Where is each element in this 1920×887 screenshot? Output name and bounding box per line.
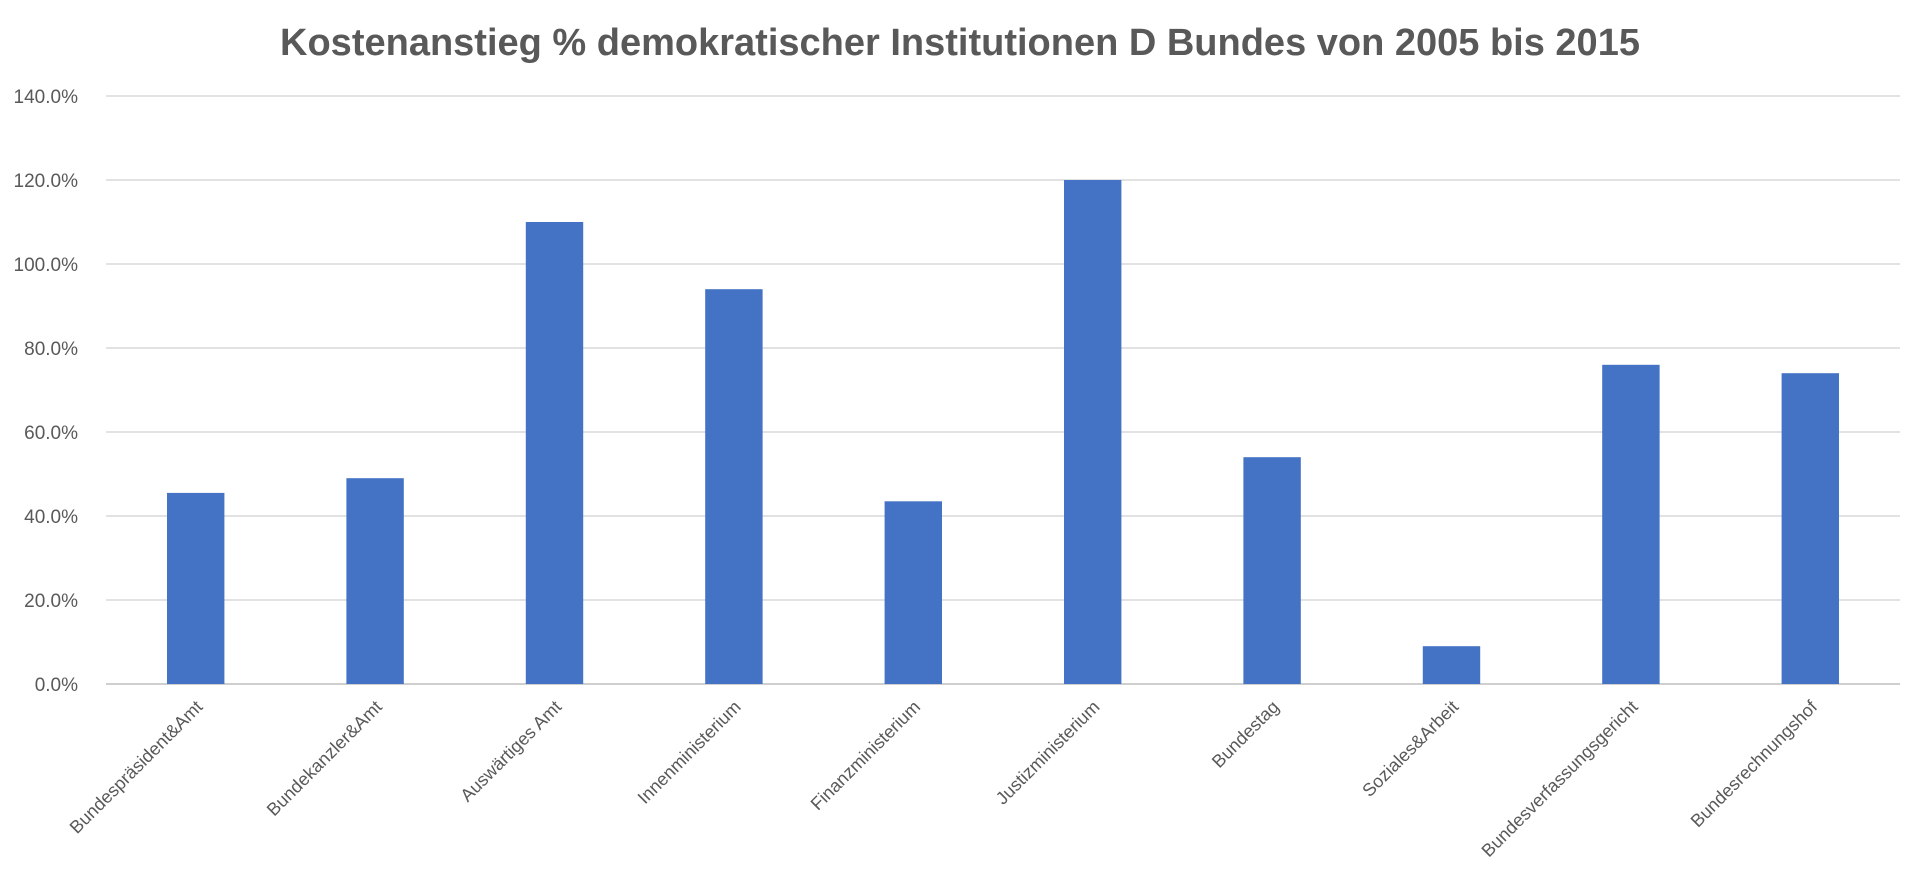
x-tick-label: Bundesrechnungshof <box>1687 696 1822 831</box>
y-tick-label: 120.0% <box>14 171 79 192</box>
x-tick-label: Soziales&Arbeit <box>1358 697 1462 801</box>
y-tick-label: 140.0% <box>14 87 79 108</box>
bars <box>166 180 1840 684</box>
y-tick-label: 20.0% <box>24 591 78 612</box>
x-axis-ticks: Bundespräsident&Amt Bundekanzler&Amt Auswä… <box>66 696 1822 861</box>
bar-4 <box>705 289 763 684</box>
bar-7 <box>1243 457 1301 684</box>
y-axis-ticks: 0.0% 20.0% 40.0% 60.0% 80.0% 100.0% 120.0% 140.… <box>14 87 79 696</box>
y-tick-label: 40.0% <box>24 507 78 528</box>
bar-1 <box>166 492 225 684</box>
bar-3 <box>525 222 584 684</box>
x-tick-label: Bundestag <box>1208 697 1283 772</box>
bar-8 <box>1422 646 1481 684</box>
y-tick-label: 80.0% <box>24 339 78 360</box>
bar-10 <box>1781 373 1840 684</box>
x-tick-label: Bundespräsident&Amt <box>66 697 207 838</box>
bar-9 <box>1602 364 1660 684</box>
bar-2 <box>346 478 404 684</box>
x-tick-label: Finanzministerium <box>807 697 924 814</box>
y-tick-label: 100.0% <box>14 255 79 276</box>
chart-title: Kostenanstieg % demokratischer Instituti… <box>280 22 1640 64</box>
x-tick-label: Innenministerium <box>634 697 745 808</box>
x-tick-label: Bundekanzler&Amt <box>263 697 386 820</box>
bar-5 <box>884 501 943 684</box>
y-tick-label: 0.0% <box>35 675 78 696</box>
gridlines <box>106 95 1900 685</box>
bar-6 <box>1063 180 1122 684</box>
y-tick-label: 60.0% <box>24 423 78 444</box>
x-tick-label: Bundesverfassungsgericht <box>1478 697 1642 861</box>
x-tick-label: Justizministerium <box>992 697 1104 809</box>
x-tick-label: Auswärtiges Amt <box>456 697 565 806</box>
